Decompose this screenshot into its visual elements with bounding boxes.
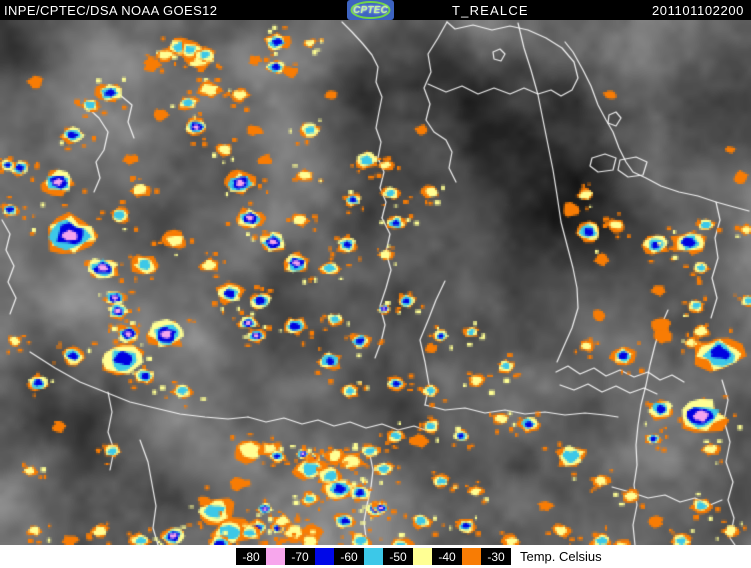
legend-label: -40 (432, 548, 462, 565)
legend-swatch (315, 548, 334, 565)
product-title: T_REALCE (452, 3, 529, 18)
legend-title: Temp. Celsius (520, 549, 602, 564)
legend-swatch (266, 548, 285, 565)
legend-label: -80 (236, 548, 266, 565)
cptec-logo-text: CPTEC (353, 4, 388, 16)
source-title: INPE/CPTEC/DSA NOAA GOES12 (4, 3, 218, 18)
cptec-logo-icon (350, 1, 391, 19)
cptec-logo: CPTEC (347, 0, 394, 20)
legend-label: -50 (383, 548, 413, 565)
header-bar: INPE/CPTEC/DSA NOAA GOES12 CPTEC T_REALC… (0, 0, 751, 20)
legend-label: -70 (285, 548, 315, 565)
legend-label: -60 (334, 548, 364, 565)
legend-items: -80 -70 -60 -50 -40 -30 (236, 548, 511, 565)
legend-swatch (462, 548, 481, 565)
legend-swatch (413, 548, 432, 565)
satellite-map-canvas (0, 20, 751, 545)
legend-bar: -80 -70 -60 -50 -40 -30 Temp. Celsius (0, 545, 751, 568)
legend-swatch (364, 548, 383, 565)
legend-label: -30 (481, 548, 511, 565)
timestamp: 201101102200 (651, 3, 744, 18)
